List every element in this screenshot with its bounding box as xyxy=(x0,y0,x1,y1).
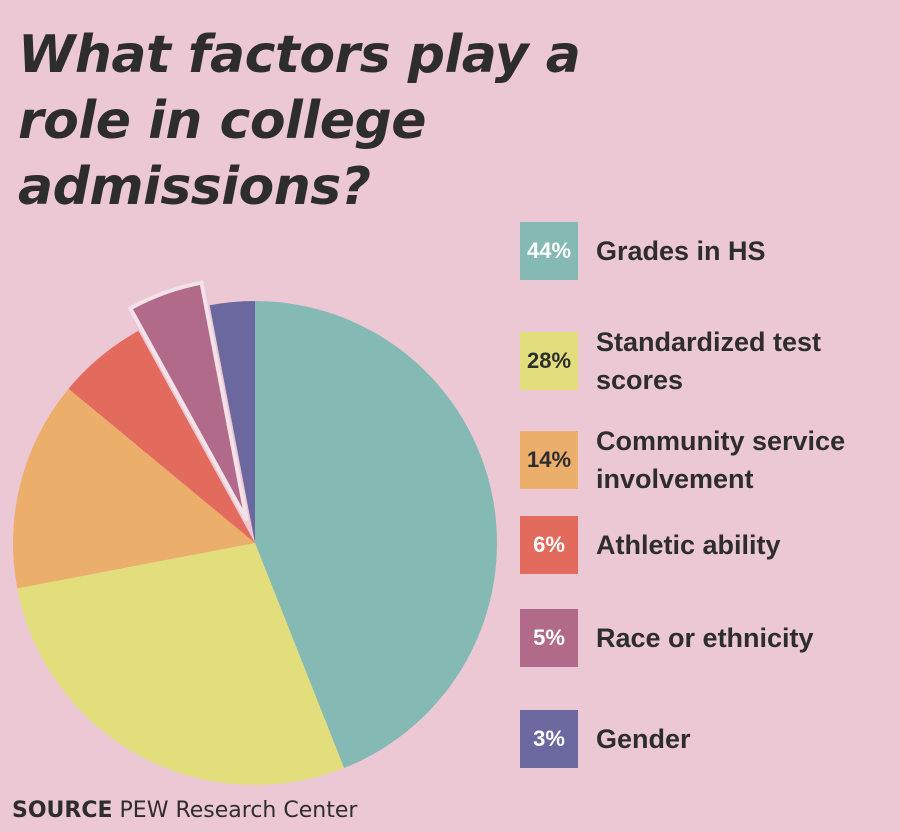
legend-label-gender: Gender xyxy=(596,724,691,754)
source-credit: SOURCE PEW Research Center xyxy=(12,798,357,823)
legend-label-grades: Grades in HS xyxy=(596,236,766,266)
pie-slice-athletic xyxy=(68,330,255,543)
legend-swatch-race: 5% xyxy=(520,609,578,667)
legend-swatch-grades: 44% xyxy=(520,222,578,280)
legend-swatch-gender: 3% xyxy=(520,710,578,768)
legend-label-race: Race or ethnicity xyxy=(596,623,814,653)
legend-item-community-service: 14% Community service involvement xyxy=(520,422,856,498)
legend-label-athletic: Athletic ability xyxy=(596,530,781,560)
pie-slice-race xyxy=(127,280,249,522)
legend-item-race: 5% Race or ethnicity xyxy=(520,609,896,667)
legend-item-test-scores: 28% Standardized test scores xyxy=(520,323,836,399)
chart-title: What factors play a role in college admi… xyxy=(18,25,581,217)
pie-slice-community-service xyxy=(13,388,256,589)
pie-slice-test-scores xyxy=(17,543,345,786)
legend-swatch-community-service: 14% xyxy=(520,431,578,489)
pie-slice-gender xyxy=(209,301,255,543)
legend-label-test-scores: Standardized test scores xyxy=(596,327,822,395)
legend-item-athletic: 6% Athletic ability xyxy=(520,516,896,574)
source-label: SOURCE xyxy=(12,798,113,823)
source-text: PEW Research Center xyxy=(119,798,358,823)
legend-label-community-service: Community service involvement xyxy=(596,426,846,494)
legend-swatch-test-scores: 28% xyxy=(520,332,578,390)
legend-item-grades: 44% Grades in HS xyxy=(520,222,896,280)
legend-item-gender: 3% Gender xyxy=(520,710,896,768)
pie-slice-grades xyxy=(255,301,498,769)
legend-swatch-athletic: 6% xyxy=(520,516,578,574)
